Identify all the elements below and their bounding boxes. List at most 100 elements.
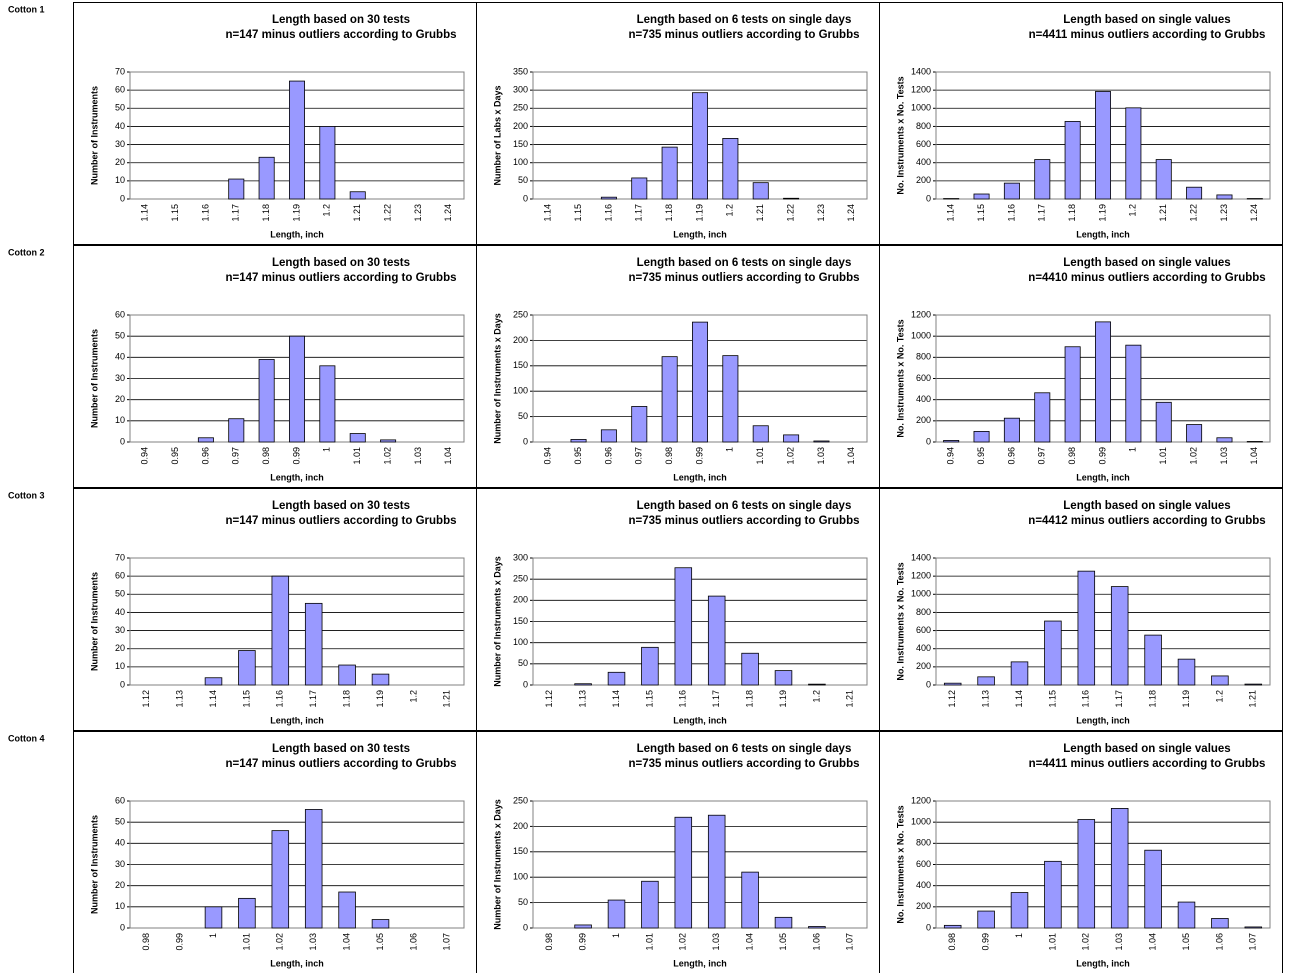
y-tick-label: 0	[523, 679, 528, 689]
y-tick-label: 20	[115, 157, 125, 167]
x-tick-label: 1	[208, 933, 218, 938]
bar	[1077, 819, 1096, 929]
bar	[1244, 926, 1263, 929]
bar	[204, 677, 223, 686]
bar	[1064, 346, 1081, 443]
x-tick-label: 1.16	[1081, 690, 1091, 708]
x-tick-label: 1.02	[275, 933, 285, 951]
bar	[380, 439, 397, 443]
x-axis-label: Length, inch	[1076, 229, 1130, 239]
y-tick-label: 60	[115, 85, 125, 95]
x-tick-label: 1.24	[846, 204, 856, 222]
bar	[692, 92, 708, 200]
y-tick-label: 800	[916, 352, 931, 362]
x-tick-label: 1	[1128, 447, 1138, 452]
x-tick-label: 1.21	[755, 204, 765, 222]
y-tick-label: 1200	[911, 795, 931, 805]
bar	[1186, 424, 1203, 443]
x-tick-label: 1.14	[543, 204, 553, 222]
x-tick-label: 0.97	[231, 447, 241, 465]
y-tick-label: 300	[513, 552, 528, 562]
bar	[1044, 620, 1062, 686]
bar	[707, 595, 726, 686]
x-tick-label: 1.17	[1037, 204, 1047, 222]
y-tick-label: 1200	[911, 309, 931, 319]
x-tick-label: 1.01	[644, 933, 654, 951]
x-tick-label: 1.05	[375, 933, 385, 951]
y-tick-label: 150	[513, 846, 528, 856]
x-tick-label: 1.2	[408, 690, 418, 703]
y-tick-label: 50	[518, 658, 528, 668]
bar	[752, 425, 769, 443]
y-tick-label: 100	[513, 872, 528, 882]
x-tick-label: 0.98	[664, 447, 674, 465]
y-tick-label: 600	[916, 625, 931, 635]
bar	[1155, 401, 1172, 443]
bar	[1044, 860, 1062, 929]
y-axis-label: Number of Instruments x Days	[492, 313, 502, 444]
y-tick-label: 0	[120, 193, 125, 203]
bar	[197, 437, 214, 443]
x-tick-label: 1.18	[744, 690, 754, 708]
x-tick-label: 1.15	[1047, 690, 1057, 708]
x-tick-label: 1.2	[322, 204, 332, 217]
bar	[943, 440, 960, 443]
y-tick-label: 200	[513, 121, 528, 131]
x-tick-label: 1.15	[170, 204, 180, 222]
chart-title: n=4411 minus outliers according to Grubb…	[1029, 29, 1266, 41]
y-tick-label: 50	[518, 175, 528, 185]
x-tick-label: 1.17	[1114, 690, 1124, 708]
x-axis-label: Length, inch	[673, 472, 727, 482]
x-tick-label: 1.02	[678, 933, 688, 951]
bar	[258, 156, 275, 200]
x-tick-label: 1.14	[208, 690, 218, 708]
y-tick-label: 0	[926, 193, 931, 203]
bar	[289, 335, 305, 443]
chart-title: Length based on single values	[1063, 14, 1230, 26]
y-tick-label: 10	[115, 175, 125, 185]
x-tick-label: 0.99	[291, 447, 301, 465]
bar	[349, 191, 366, 200]
y-tick-label: 400	[916, 880, 931, 890]
chart-title: n=735 minus outliers according to Grubbs	[628, 515, 859, 527]
x-tick-label: 0.98	[261, 447, 271, 465]
x-tick-label: 0.95	[170, 447, 180, 465]
x-tick-label: 1.2	[811, 690, 821, 703]
panel	[476, 245, 880, 488]
x-tick-label: 0.98	[947, 933, 957, 951]
x-tick-label: 1.14	[946, 204, 956, 222]
y-tick-label: 300	[513, 85, 528, 95]
y-tick-label: 70	[115, 552, 125, 562]
chart-title: Length based on 6 tests on single days	[637, 743, 852, 755]
y-tick-label: 40	[115, 607, 125, 617]
bar	[1110, 586, 1129, 686]
y-tick-label: 200	[916, 175, 931, 185]
y-tick-label: 200	[916, 901, 931, 911]
bar	[1144, 849, 1162, 929]
x-tick-label: 0.99	[1097, 447, 1107, 465]
x-tick-label: 1.22	[785, 204, 795, 222]
x-tick-label: 1.22	[1188, 204, 1198, 222]
x-tick-label: 0.95	[976, 447, 986, 465]
x-axis-label: Length, inch	[270, 958, 324, 968]
bar	[808, 926, 826, 929]
y-tick-label: 0	[120, 679, 125, 689]
x-tick-label: 0.96	[1006, 447, 1016, 465]
x-tick-label: 1.16	[275, 690, 285, 708]
x-tick-label: 1.19	[375, 690, 385, 708]
y-tick-label: 150	[513, 616, 528, 626]
bar	[977, 676, 995, 686]
y-tick-label: 1000	[911, 103, 931, 113]
y-axis-label: No. Instruments x No. Tests	[895, 805, 905, 923]
x-tick-label: 1.21	[1158, 204, 1168, 222]
bar	[1110, 808, 1129, 929]
bar	[674, 567, 693, 686]
chart-title: Length based on 6 tests on single days	[637, 500, 852, 512]
x-tick-label: 1.24	[443, 204, 453, 222]
x-tick-label: 1.03	[308, 933, 318, 951]
x-tick-label: 1.18	[664, 204, 674, 222]
row-label: Cotton 1	[8, 4, 45, 14]
x-tick-label: 0.94	[140, 447, 150, 465]
y-tick-label: 1000	[911, 817, 931, 827]
